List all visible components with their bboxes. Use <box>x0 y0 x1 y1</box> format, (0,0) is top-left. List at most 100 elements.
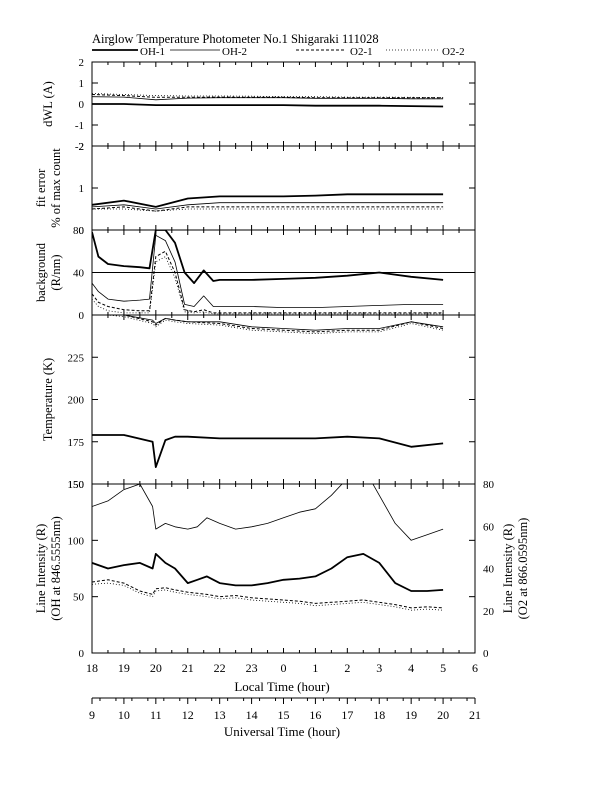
series-group <box>92 484 444 611</box>
series-group <box>92 230 444 315</box>
series-o21-line <box>92 206 444 212</box>
y-tick-label: 1 <box>79 78 85 90</box>
local-tick-label: 22 <box>214 661 226 675</box>
series-group <box>92 193 444 212</box>
ut-tick-label: 14 <box>246 708 258 722</box>
y-axis-label: fit error <box>34 168 48 207</box>
series-oh1-line <box>92 434 444 469</box>
y-tick-label: 0 <box>79 310 85 322</box>
series-oh2-line <box>120 315 444 331</box>
series-o22-line <box>104 315 444 335</box>
series-oh1-line <box>92 230 444 285</box>
y-tick-label: 225 <box>68 352 85 364</box>
y-tick-label: 100 <box>68 535 85 547</box>
y-axis-label-right: (O2 at 866.0595nm) <box>516 518 530 620</box>
series-o21-line <box>92 250 444 314</box>
ut-tick-label: 13 <box>214 708 226 722</box>
y-tick-label-right: 80 <box>483 479 495 491</box>
series-oh2-line <box>92 202 444 210</box>
y-tick-label: 150 <box>68 479 85 491</box>
y-tick-label-right: 0 <box>483 648 489 660</box>
local-tick-label: 2 <box>344 661 350 675</box>
y-tick-label-right: 20 <box>483 606 495 618</box>
y-axis-label: (OH at 846.5555nm) <box>49 516 63 621</box>
y-tick-label: 2 <box>79 57 85 69</box>
ut-tick-label: 9 <box>89 708 95 722</box>
local-tick-label: 21 <box>182 661 194 675</box>
legend-label-oh2: OH-2 <box>222 46 247 58</box>
local-tick-label: 0 <box>281 661 287 675</box>
y-axis-label: background <box>34 242 48 302</box>
y-tick-label-right: 40 <box>483 564 495 576</box>
y-axis-label: Line Intensity (R) <box>34 524 48 614</box>
y-tick-label-right: 60 <box>483 521 495 533</box>
y-axis-label-right: Line Intensity (R) <box>501 524 515 614</box>
panel-frame <box>91 145 476 231</box>
y-tick-label: -1 <box>75 120 84 132</box>
series-o21-line <box>92 94 444 99</box>
legend-label-o21: O2-1 <box>350 46 373 58</box>
series-oh2-line <box>92 234 444 309</box>
ut-tick-label: 20 <box>437 708 449 722</box>
local-tick-label: 3 <box>376 661 382 675</box>
local-time-label: Local Time (hour) <box>234 679 329 694</box>
series-group <box>92 93 444 108</box>
local-tick-label: 4 <box>408 661 414 675</box>
legend: OH-1 OH-2 O2-1 O2-2 <box>92 46 465 58</box>
series-oh1-line <box>92 103 444 108</box>
panel-3: 80 40 0 background (R/nm) <box>34 225 476 322</box>
series-o21-line <box>92 579 444 609</box>
universal-time-axis: 9 10 11 12 13 14 15 16 17 18 19 20 21 Universal Time… <box>89 697 481 739</box>
ut-tick-label: 12 <box>182 708 194 722</box>
series-oh1-line <box>92 193 444 208</box>
ut-tick-label: 11 <box>150 708 162 722</box>
legend-label-o22: O2-2 <box>442 46 465 58</box>
local-tick-label: 18 <box>86 661 98 675</box>
y-tick-label: 1 <box>79 183 85 195</box>
series-oh1-line <box>92 553 444 592</box>
series-group <box>92 315 444 469</box>
panel-4: 225 200 175 150 Temperature (K) <box>41 314 476 491</box>
series-o21-line <box>119 315 444 333</box>
ut-tick-label: 19 <box>405 708 417 722</box>
local-tick-label: 19 <box>118 661 130 675</box>
ut-tick-label: 17 <box>341 708 353 722</box>
y-axis-label: % of max count <box>49 148 63 228</box>
local-tick-label: 23 <box>246 661 258 675</box>
local-tick-label: 6 <box>472 661 478 675</box>
series-oh2-line <box>92 484 444 541</box>
y-tick-label: -2 <box>75 141 84 153</box>
local-tick-label: 1 <box>312 661 318 675</box>
y-axis-label: dWL (A) <box>41 81 55 127</box>
chart-title: Airglow Temperature Photometer No.1 Shig… <box>92 32 379 46</box>
legend-label-oh1: OH-1 <box>140 46 165 58</box>
panel-frame <box>91 483 476 654</box>
panel-2: 2 1 0 fit error% of max count <box>34 141 476 237</box>
y-tick-label: 200 <box>68 395 85 407</box>
panel-1: 2 1 0 -1 -2 dWL (A) <box>41 57 476 153</box>
local-tick-label: 20 <box>150 661 162 675</box>
y-tick-label: 80 <box>73 225 85 237</box>
universal-time-label: Universal Time (hour) <box>224 724 340 739</box>
local-tick-label: 5 <box>440 661 446 675</box>
series-o22-line <box>92 256 444 315</box>
local-time-axis: 18 19 20 21 22 23 0 1 2 3 4 5 6 Local Time (hour) <box>86 661 478 694</box>
y-tick-label: 40 <box>73 268 85 280</box>
y-tick-label: 50 <box>73 592 85 604</box>
y-tick-label: 150 <box>68 479 85 491</box>
y-axis-label: Temperature (K) <box>41 358 55 441</box>
y-tick-label: 0 <box>79 225 85 237</box>
series-o22-line <box>92 582 444 611</box>
ut-tick-label: 21 <box>469 708 481 722</box>
panel-frame <box>91 314 476 485</box>
y-tick-label: 0 <box>79 99 85 111</box>
ut-tick-label: 10 <box>118 708 130 722</box>
y-axis-label: (R/nm) <box>49 254 63 290</box>
y-tick-label: 0 <box>79 648 85 660</box>
y-tick-label: 175 <box>68 437 85 449</box>
y-tick-label: 2 <box>79 141 85 153</box>
ut-tick-label: 16 <box>309 708 321 722</box>
ut-tick-label: 18 <box>373 708 385 722</box>
